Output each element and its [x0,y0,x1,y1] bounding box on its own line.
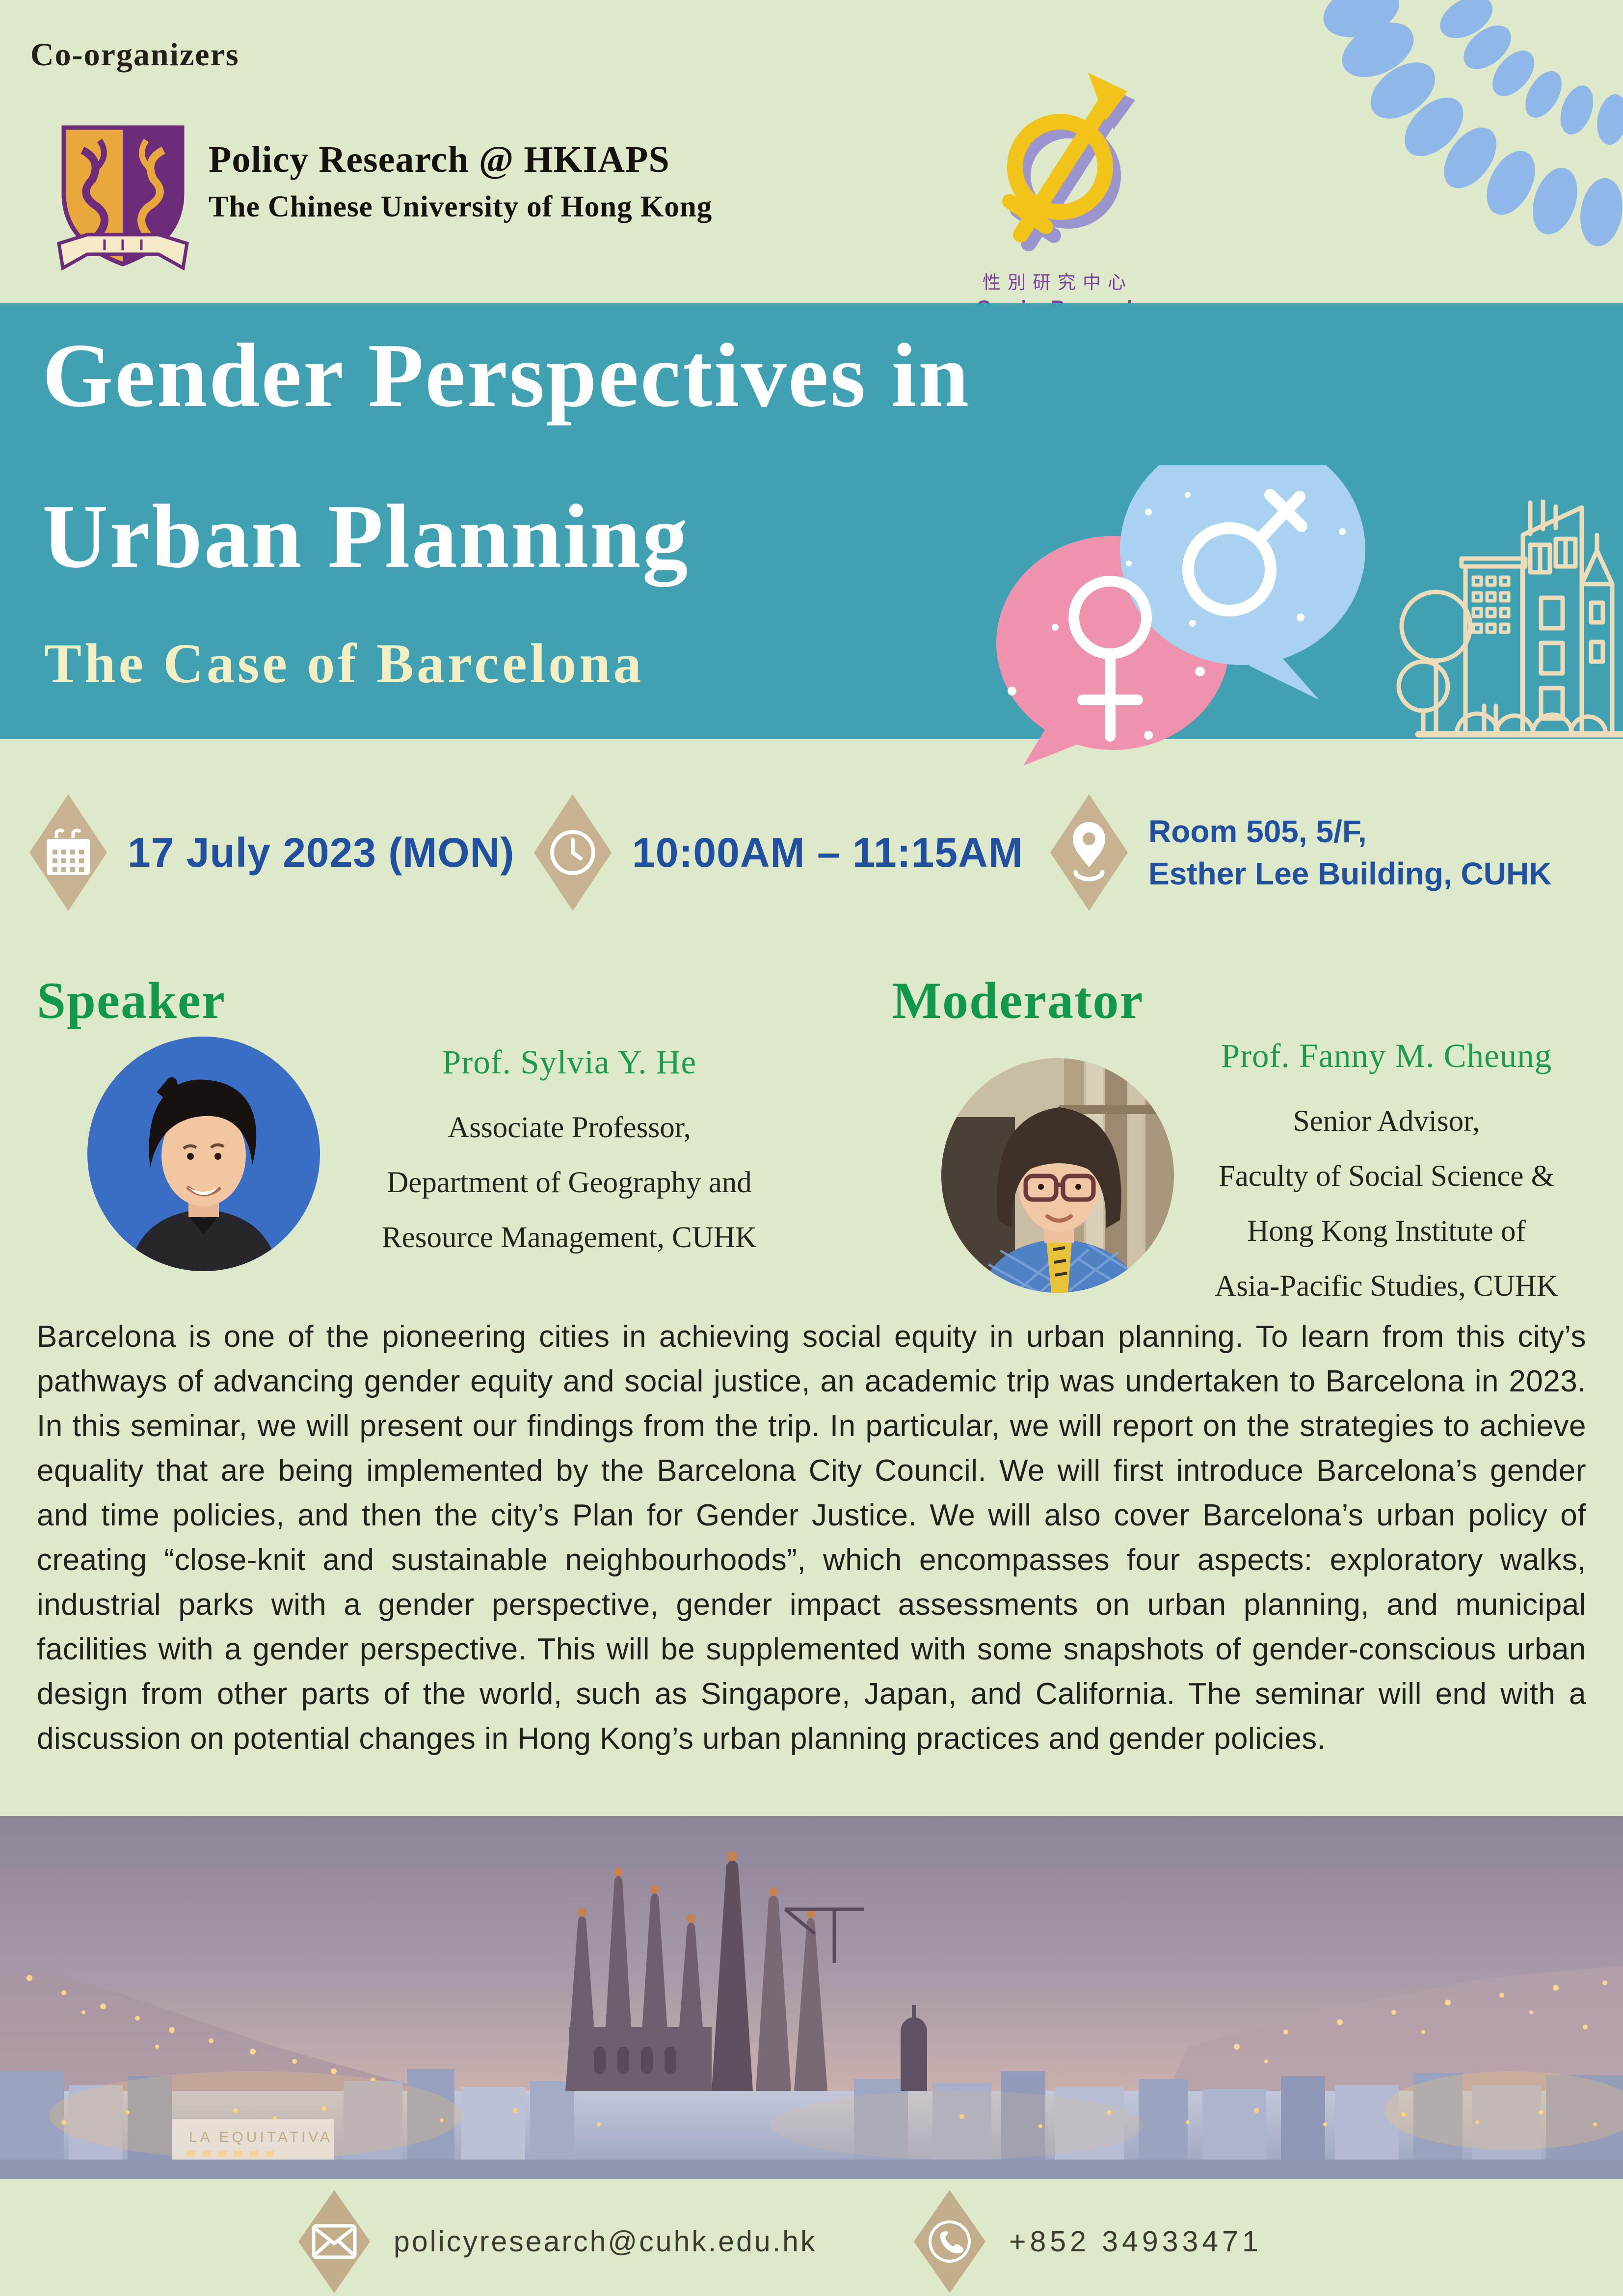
venue-line2: Esther Lee Building, CUHK [1148,856,1552,891]
event-venue: Room 505, 5/F, Esther Lee Building, CUHK [1148,810,1551,895]
footer-email-item: policyresearch@cuhk.edu.hk [298,2190,817,2293]
event-time-item: 10:00AM – 11:15AM [534,794,1023,911]
speaker-section-heading: Speaker [37,972,226,1029]
speaker-profile: Prof. Sylvia Y. He Associate Professor, … [87,1037,819,1271]
calendar-icon [47,828,90,875]
clock-icon [550,830,595,875]
gender-research-centre-icon [1002,73,1135,251]
sunburst-decoration [1323,0,1623,246]
envelope-icon [312,2224,357,2259]
event-venue-item: Room 505, 5/F, Esther Lee Building, CUHK [1050,794,1551,911]
speaker-name: Prof. Sylvia Y. He [442,1043,697,1081]
event-date-item: 17 July 2023 (MON) [29,794,514,911]
venue-line1: Room 505, 5/F, [1148,814,1367,849]
grc-caption-chinese: 性別研究中心 [983,272,1133,293]
contact-email: policyresearch@cuhk.edu.hk [394,2225,817,2258]
speaker-title-line: Associate Professor, [448,1111,691,1144]
moderator-section-heading: Moderator [892,972,1144,1029]
organizer-institution: The Chinese University of Hong Kong [209,190,713,223]
seminar-abstract: Barcelona is one of the pioneering citie… [37,1320,1586,1756]
location-pin-icon [1073,822,1105,881]
title-banner: Gender Perspectives in Urban Planning Th… [0,303,1623,766]
city-buildings-illustration [1396,500,1623,738]
poster-subtitle: The Case of Barcelona [44,632,644,694]
moderator-details: Prof. Fanny M. Cheung Senior Advisor, Fa… [1174,1037,1599,1314]
moderator-profile: Prof. Fanny M. Cheung Senior Advisor, Fa… [941,1037,1599,1314]
moderator-title-line: Senior Advisor, [1293,1105,1480,1138]
poster-title-line2: Urban Planning [42,486,690,587]
moderator-photo [941,1058,1174,1293]
poster-title-line1: Gender Perspectives in [42,325,971,426]
organizer-name: Policy Research @ HKIAPS [209,139,670,180]
time-diamond [534,794,612,911]
photo-sign-text: LA EQUITATIVA [189,2129,333,2145]
event-date: 17 July 2023 (MON) [128,829,515,876]
email-diamond [298,2190,370,2293]
organizer-text: Policy Research @ HKIAPS The Chinese Uni… [209,138,712,224]
barcelona-cityscape-photo: LA EQUITATIVA [0,1816,1623,2179]
event-time: 10:00AM – 11:15AM [632,829,1023,876]
speaker-dept-line: Department of Geography and [387,1166,752,1199]
moderator-faculty-line: Faculty of Social Science & [1218,1160,1555,1193]
contact-phone: +852 34933471 [1009,2225,1262,2258]
speaker-details: Prof. Sylvia Y. He Associate Professor, … [320,1043,819,1265]
date-diamond [29,794,107,911]
speaker-dept-line2: Resource Management, CUHK [382,1221,757,1254]
grc-logo-block: 性別研究中心 Gender Research Centre, CUHK [945,63,1171,341]
moderator-institute-line: Hong Kong Institute of [1247,1215,1526,1248]
footer-phone-item: +852 34933471 [914,2190,1262,2293]
speaker-photo [87,1037,320,1271]
moderator-institute-line2: Asia-Pacific Studies, CUHK [1215,1270,1558,1303]
co-organizers-label: Co-organizers [30,37,239,73]
moderator-name: Prof. Fanny M. Cheung [1221,1037,1552,1074]
gender-speech-bubbles-illustration [996,465,1365,766]
phone-diamond [914,2190,985,2293]
venue-diamond [1050,794,1128,911]
phone-icon [929,2220,971,2263]
cuhk-emblem [57,125,189,271]
